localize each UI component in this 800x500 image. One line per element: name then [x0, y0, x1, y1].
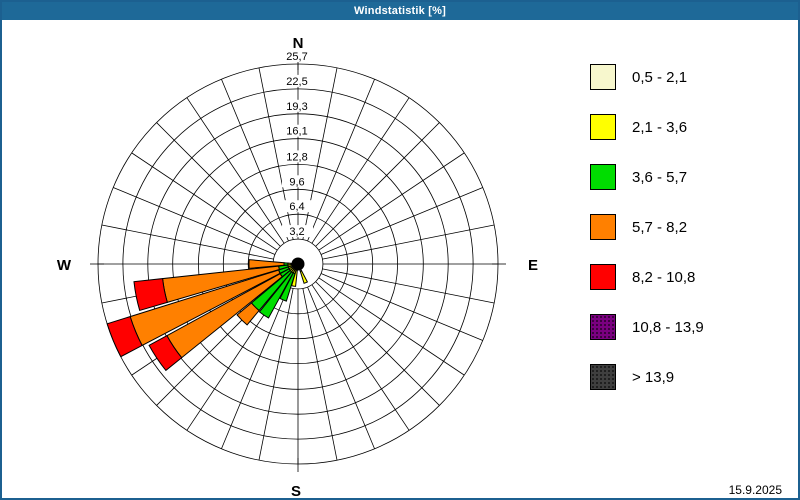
radial-tick-label: 19,3 [286, 101, 307, 113]
chart-area: 3,2 6,4 9,6 12,8 16,1 19,3 22,5 25,7 N E S W 0,5 - … [2, 20, 798, 498]
wedge-segment [133, 278, 168, 312]
legend-label: 0,5 - 2,1 [632, 68, 688, 86]
wedge-segment [258, 271, 294, 319]
window-title: Windstatistik [%] [354, 5, 446, 17]
wedge-WSW [106, 263, 299, 358]
legend-item: 5,7 - 8,2 [590, 214, 790, 240]
radial-tick-label: 16,1 [286, 126, 307, 138]
legend-item: 3,6 - 5,7 [590, 164, 790, 190]
radial-tick-label: 3,2 [289, 226, 304, 238]
compass-label-S: S [291, 483, 301, 498]
radial-tick-label: 12,8 [286, 151, 307, 163]
hub-dot [291, 257, 305, 271]
legend-swatch [590, 264, 616, 290]
titlebar: Windstatistik [%] [2, 2, 798, 20]
legend-item: > 13,9 [590, 364, 790, 390]
wedge-segment [248, 259, 285, 269]
legend-item: 8,2 - 10,8 [590, 264, 790, 290]
wedge-SWbW [148, 263, 299, 372]
wedge-segment [299, 270, 309, 284]
legend-swatch [590, 64, 616, 90]
radial-tick-label: 25,7 [286, 51, 307, 63]
legend-swatch [590, 164, 616, 190]
wedge-segment [106, 315, 143, 358]
radial-tick-label: 22,5 [286, 76, 307, 88]
radial-tick-label: 6,4 [289, 201, 304, 213]
wedge-segment [236, 302, 260, 326]
radial-axis-labels: 3,2 6,4 9,6 12,8 16,1 19,3 22,5 25,7 [282, 50, 313, 238]
legend-label: 10,8 - 13,9 [632, 318, 704, 336]
legend-swatch [590, 364, 616, 390]
radial-tick-label: 9,6 [289, 176, 304, 188]
wedge-segment [279, 272, 296, 302]
legend-label: 5,7 - 8,2 [632, 218, 688, 236]
legend-item: 0,5 - 2,1 [590, 64, 790, 90]
compass-label-E: E [528, 257, 538, 274]
report-date: 15.9.2025 [728, 483, 782, 497]
legend-swatch [590, 214, 616, 240]
compass-label-W: W [57, 257, 72, 274]
legend-swatch [590, 114, 616, 140]
legend-item: 2,1 - 3,6 [590, 114, 790, 140]
legend-swatch [590, 314, 616, 340]
wedge-SW [236, 263, 299, 326]
legend-label: 2,1 - 3,6 [632, 118, 688, 136]
legend-label: 3,6 - 5,7 [632, 168, 688, 186]
compass-label-N: N [293, 35, 304, 52]
legend: 0,5 - 2,1 2,1 - 3,6 3,6 - 5,7 5,7 - 8,2 8,2 … [590, 64, 790, 414]
legend-label: > 13,9 [632, 368, 675, 386]
legend-label: 8,2 - 10,8 [632, 268, 696, 286]
windrose-chart: 3,2 6,4 9,6 12,8 16,1 19,3 22,5 25,7N E S W [57, 35, 538, 498]
wedge-segment [148, 334, 183, 372]
legend-item: 10,8 - 13,9 [590, 314, 790, 340]
wind-wedges [106, 259, 309, 372]
